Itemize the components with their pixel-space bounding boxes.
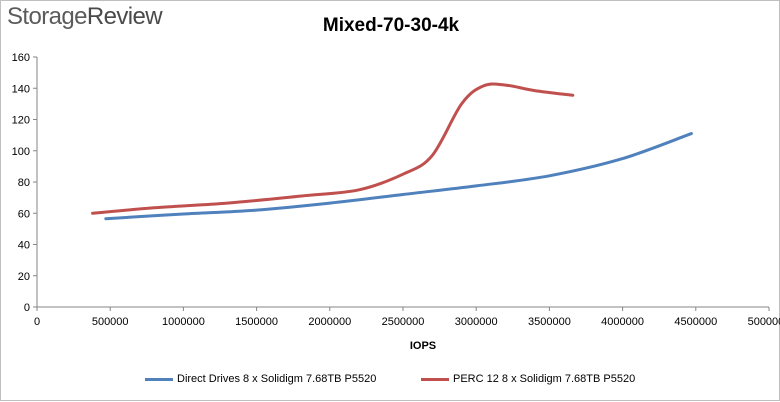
y-tick-label: 120	[12, 115, 30, 127]
y-tick-label: 140	[12, 83, 30, 95]
x-tick-label: 3500000	[528, 316, 571, 328]
logo-text-review: Review	[86, 3, 163, 30]
x-tick-label: 3000000	[455, 316, 498, 328]
x-tick-label: 0	[34, 316, 40, 328]
y-tick-label: 40	[18, 240, 30, 252]
legend-item-perc12: PERC 12 8 x Solidigm 7.68TB P5520	[421, 373, 635, 385]
chart-legend: Direct Drives 8 x Solidigm 7.68TB P5520 …	[1, 373, 780, 389]
series-line-direct-drives	[104, 132, 693, 221]
x-axis-title: IOPS	[410, 340, 436, 352]
x-tick-label: 1500000	[235, 316, 278, 328]
y-tick-label: 0	[24, 302, 30, 314]
series-line-perc12	[91, 82, 575, 215]
x-tick-label: 500000	[92, 316, 129, 328]
legend-swatch-direct-drives	[145, 377, 173, 381]
y-tick-label: 160	[12, 52, 30, 64]
storagereview-logo: StorageReview	[7, 3, 163, 31]
x-tick-label: 2000000	[308, 316, 351, 328]
legend-item-direct-drives: Direct Drives 8 x Solidigm 7.68TB P5520	[145, 373, 376, 385]
x-tick-label: 1000000	[162, 316, 205, 328]
y-tick-label: 60	[18, 208, 30, 220]
logo-text-storage: Storage	[7, 3, 87, 30]
x-tick-label: 5000000	[748, 316, 780, 328]
legend-label-direct-drives: Direct Drives 8 x Solidigm 7.68TB P5520	[177, 373, 377, 385]
y-tick-label: 20	[18, 271, 30, 283]
x-tick-label: 2500000	[382, 316, 425, 328]
x-tick-label: 4500000	[674, 316, 717, 328]
x-tick-label: 4000000	[601, 316, 644, 328]
legend-label-perc12: PERC 12 8 x Solidigm 7.68TB P5520	[453, 373, 636, 385]
y-tick-label: 80	[18, 177, 30, 189]
legend-swatch-perc12	[421, 377, 449, 381]
y-tick-label: 100	[12, 146, 30, 158]
chart-title: Mixed-70-30-4k	[322, 15, 460, 36]
